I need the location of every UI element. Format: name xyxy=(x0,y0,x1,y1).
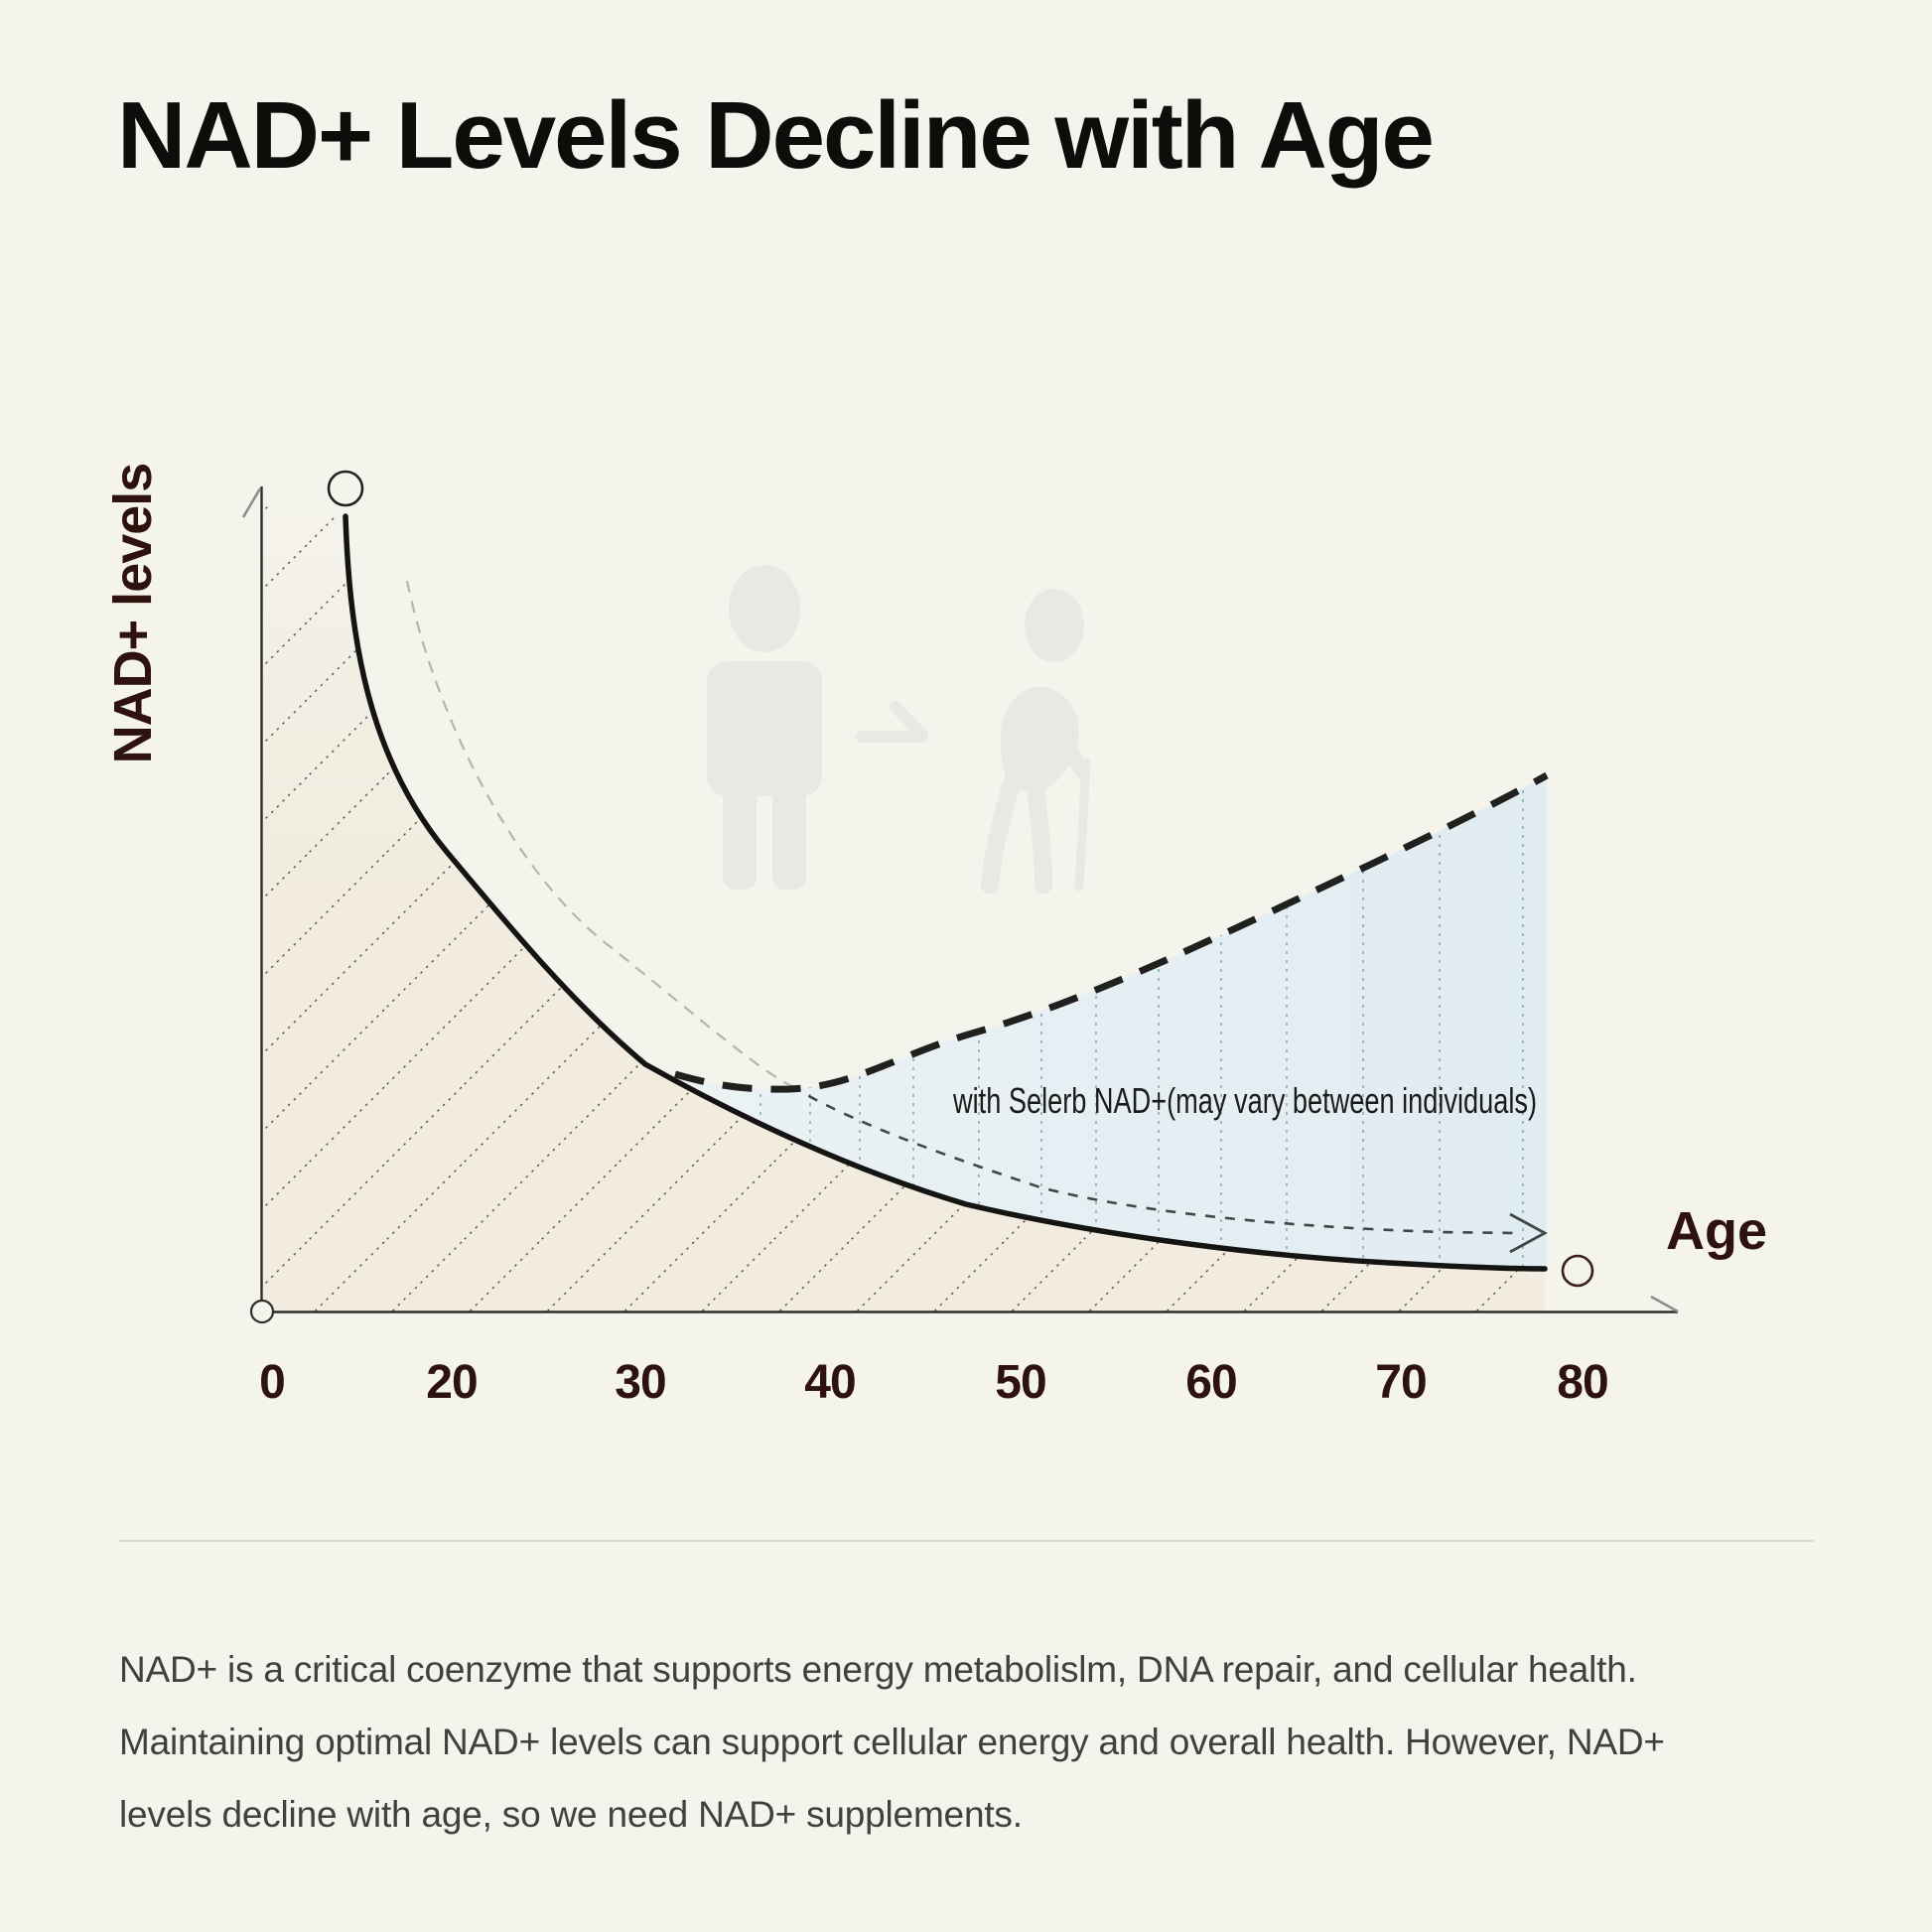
description-paragraph: NAD+ is a critical coenzyme that support… xyxy=(119,1633,1847,1851)
projection-curve-lower xyxy=(790,1084,1518,1235)
supplement-annotation: with Selerb NAD+(may vary between indivi… xyxy=(952,1080,1537,1121)
description-line-2: Maintaining optimal NAD+ levels can supp… xyxy=(119,1722,1665,1762)
divider xyxy=(119,1540,1814,1542)
x-tick-40: 40 xyxy=(804,1356,855,1409)
page-title: NAD+ Levels Decline with Age xyxy=(117,82,1435,189)
x-tick-labels: 0 20 30 40 50 60 70 80 xyxy=(259,1356,1609,1409)
supplement-curve xyxy=(674,771,1549,1093)
transition-arrow-icon xyxy=(856,701,928,743)
supplement-area xyxy=(675,775,1547,1269)
x-tick-70: 70 xyxy=(1375,1356,1426,1409)
description-line-3: levels decline with age, so we need NAD+… xyxy=(119,1794,1023,1835)
start-marker xyxy=(327,470,364,507)
y-axis-arrow-icon xyxy=(241,487,262,518)
x-axis-arrow-icon xyxy=(1650,1295,1679,1313)
x-tick-80: 80 xyxy=(1557,1356,1607,1409)
y-axis-label: NAD+ levels xyxy=(103,464,163,764)
silhouette-adult-icon xyxy=(707,565,822,890)
silhouette-elderly-icon xyxy=(981,589,1091,894)
projection-arrowhead-icon xyxy=(1509,1212,1548,1254)
x-tick-30: 30 xyxy=(615,1356,665,1409)
nad-decline-chart: NAD+ levels Age with Selerb NAD+(may var… xyxy=(103,464,1767,1409)
x-tick-0: 0 xyxy=(259,1356,285,1409)
decline-curve xyxy=(343,513,1548,1272)
x-axis-label: Age xyxy=(1666,1201,1767,1261)
projection-curve-upper xyxy=(405,580,792,1087)
description-line-1: NAD+ is a critical coenzyme that support… xyxy=(119,1649,1637,1690)
origin-marker xyxy=(249,1299,275,1324)
decline-area-hatch xyxy=(262,502,1545,1312)
axes xyxy=(241,486,1679,1313)
x-tick-60: 60 xyxy=(1185,1356,1236,1409)
silhouette-group xyxy=(707,565,1091,894)
x-tick-50: 50 xyxy=(995,1356,1045,1409)
x-tick-20: 20 xyxy=(426,1356,477,1409)
end-marker xyxy=(1561,1254,1594,1288)
